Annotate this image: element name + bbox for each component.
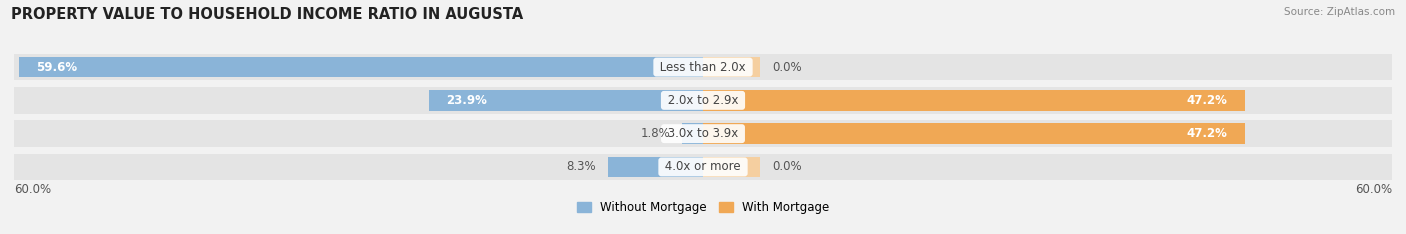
Bar <box>682 123 703 144</box>
Bar <box>18 57 703 77</box>
Bar <box>14 54 1392 80</box>
Bar <box>703 157 761 177</box>
Text: 0.0%: 0.0% <box>772 161 801 173</box>
Text: 2.0x to 2.9x: 2.0x to 2.9x <box>664 94 742 107</box>
Bar <box>607 157 703 177</box>
Bar <box>703 57 761 77</box>
Bar <box>14 120 1392 147</box>
Text: 23.9%: 23.9% <box>446 94 486 107</box>
Text: 59.6%: 59.6% <box>37 61 77 73</box>
Text: 60.0%: 60.0% <box>14 183 51 196</box>
Bar <box>703 123 1244 144</box>
Text: PROPERTY VALUE TO HOUSEHOLD INCOME RATIO IN AUGUSTA: PROPERTY VALUE TO HOUSEHOLD INCOME RATIO… <box>11 7 523 22</box>
Legend: Without Mortgage, With Mortgage: Without Mortgage, With Mortgage <box>572 197 834 219</box>
Bar <box>429 90 703 111</box>
Bar <box>14 154 1392 180</box>
Text: Source: ZipAtlas.com: Source: ZipAtlas.com <box>1284 7 1395 17</box>
Text: Less than 2.0x: Less than 2.0x <box>657 61 749 73</box>
Text: 60.0%: 60.0% <box>1355 183 1392 196</box>
Text: 1.8%: 1.8% <box>641 127 671 140</box>
Text: 47.2%: 47.2% <box>1187 127 1227 140</box>
Text: 47.2%: 47.2% <box>1187 94 1227 107</box>
Text: 4.0x or more: 4.0x or more <box>661 161 745 173</box>
Text: 0.0%: 0.0% <box>772 61 801 73</box>
Text: 8.3%: 8.3% <box>567 161 596 173</box>
Bar <box>703 90 1244 111</box>
Bar <box>14 87 1392 114</box>
Text: 3.0x to 3.9x: 3.0x to 3.9x <box>664 127 742 140</box>
